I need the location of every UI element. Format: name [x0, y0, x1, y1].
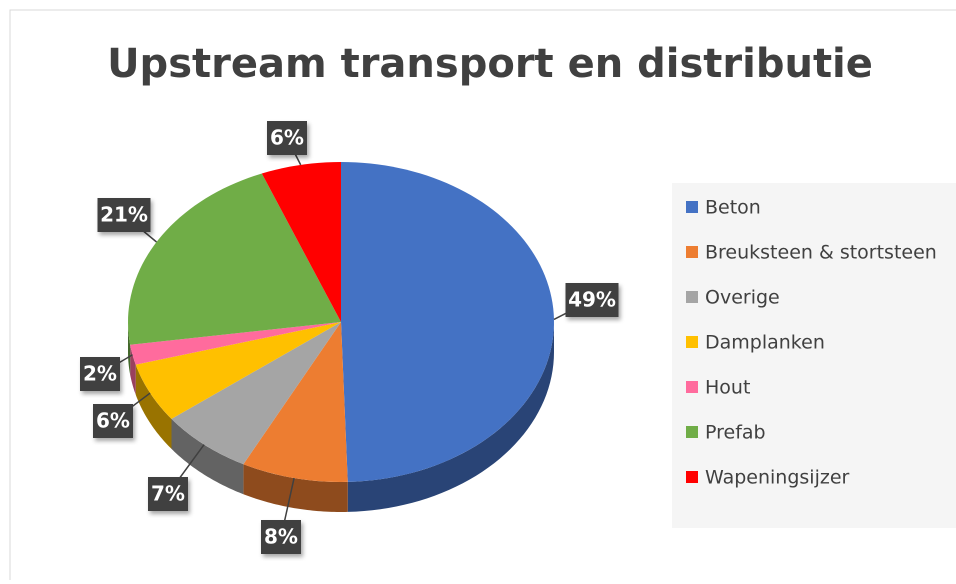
pie-slice: [243, 322, 348, 482]
label-box: [148, 477, 188, 511]
data-label: 6%: [96, 409, 130, 433]
legend-swatch: [686, 381, 698, 393]
data-label: 8%: [264, 525, 298, 549]
legend-box: [672, 183, 956, 528]
label-box: [80, 357, 120, 391]
legend-label: Breuksteen & stortsteen: [705, 242, 937, 264]
pie-slice: [135, 322, 341, 419]
label-box: [565, 283, 619, 317]
slice-side: [128, 322, 131, 375]
legend-label: Beton: [705, 197, 761, 219]
data-label: 49%: [568, 288, 616, 312]
data-label: 2%: [83, 362, 117, 386]
legend-swatch: [686, 246, 698, 258]
chart-title: Upstream transport en distributie: [107, 41, 873, 87]
legend-label: Overige: [705, 287, 780, 309]
pie-slice: [171, 322, 341, 465]
pie-slice: [341, 162, 554, 482]
slice-side: [130, 344, 136, 395]
label-box: [97, 198, 151, 232]
legend-swatch: [686, 471, 698, 483]
pie-slice: [261, 162, 341, 322]
legend-label: Wapeningsijzer: [705, 467, 850, 489]
pie-slice: [128, 173, 341, 345]
legend-swatch: [686, 201, 698, 213]
data-label: 21%: [100, 203, 148, 227]
data-label: 7%: [151, 482, 185, 506]
legend-label: Damplanken: [705, 332, 825, 354]
data-label: 6%: [270, 126, 304, 150]
legend-swatch: [686, 426, 698, 438]
label-box: [93, 404, 133, 438]
slice-side: [135, 364, 172, 449]
slice-side: [243, 464, 348, 512]
label-box: [267, 121, 307, 155]
label-box: [261, 520, 301, 554]
legend-swatch: [686, 336, 698, 348]
slice-side: [171, 418, 244, 495]
legend-label: Prefab: [705, 422, 766, 444]
pie-slice: [130, 322, 341, 365]
slice-side: [347, 322, 554, 512]
legend-swatch: [686, 291, 698, 303]
legend-label: Hout: [705, 377, 750, 399]
